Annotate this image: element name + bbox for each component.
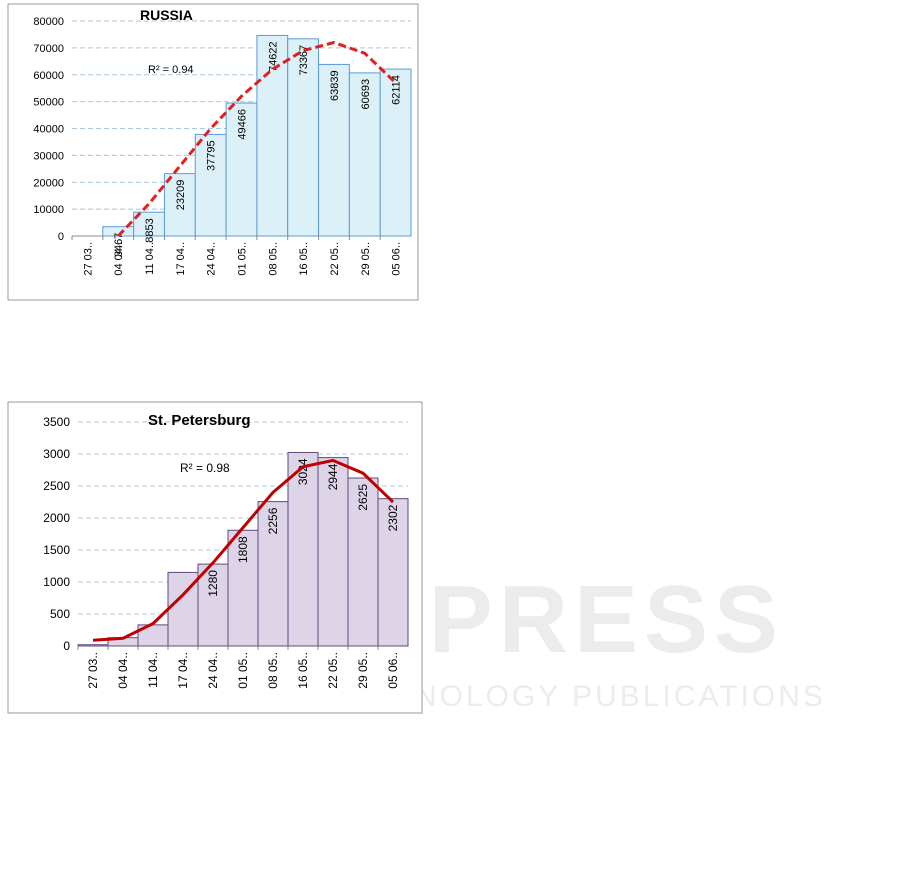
data-label: 2302	[386, 504, 400, 531]
bar	[256, 34, 289, 237]
data-label: 8853	[144, 218, 156, 242]
data-label: 1808	[236, 536, 250, 563]
y-tick-label: 60000	[33, 70, 64, 82]
data-label: 74622	[267, 41, 279, 72]
data-label: 3467	[113, 233, 125, 257]
x-tick-label: 04 04..	[113, 242, 125, 276]
data-label: 23209	[175, 180, 187, 211]
x-tick-label: 17 04..	[176, 652, 190, 689]
x-tick-label: 04 04..	[116, 652, 130, 689]
data-label: 63839	[329, 70, 341, 101]
data-label: 2625	[356, 484, 370, 511]
bar	[77, 644, 109, 647]
x-tick-label: 16 05..	[296, 652, 310, 689]
x-tick-label: 22 05..	[329, 242, 341, 276]
x-tick-label: 27 03..	[82, 242, 94, 276]
bar	[227, 529, 259, 647]
bar	[197, 563, 229, 647]
x-tick-label: 29 05..	[360, 242, 372, 276]
x-tick-label: 11 04..	[144, 242, 156, 275]
y-tick-label: 20000	[33, 177, 64, 189]
chart-title: St. Petersburg	[148, 412, 251, 429]
trend-line	[92, 458, 395, 642]
y-tick-label: 50000	[33, 97, 64, 109]
bar	[287, 38, 320, 237]
x-tick-label: 05 06..	[391, 242, 403, 276]
y-tick-label: 3000	[43, 447, 70, 461]
data-label: 37795	[206, 140, 218, 171]
x-tick-label: 24 04..	[206, 242, 218, 276]
x-tick-label: 08 05..	[266, 652, 280, 689]
y-tick-label: 500	[50, 607, 70, 621]
y-tick-label: 0	[63, 639, 70, 653]
y-tick-label: 3500	[43, 415, 70, 429]
y-tick-label: 2000	[43, 511, 70, 525]
bar	[347, 477, 379, 647]
y-tick-label: 1000	[43, 575, 70, 589]
y-tick-label: 2500	[43, 479, 70, 493]
bar	[377, 498, 409, 647]
y-tick-label: 1500	[43, 543, 70, 557]
x-tick-label: 16 05..	[298, 242, 310, 276]
x-tick-label: 24 04..	[206, 652, 220, 689]
x-tick-label: 29 05..	[356, 652, 370, 689]
x-tick-label: 08 05..	[267, 242, 279, 276]
x-tick-label: 01 05..	[237, 242, 249, 276]
x-tick-label: 05 06..	[386, 652, 400, 689]
y-tick-label: 0	[58, 231, 64, 243]
data-label: 60693	[360, 79, 372, 110]
y-tick-label: 80000	[33, 16, 64, 28]
data-label: 2256	[266, 507, 280, 534]
trend-label: R² = 0.98	[180, 461, 230, 475]
y-tick-label: 30000	[33, 150, 64, 162]
data-label: 49466	[237, 109, 249, 140]
x-tick-label: 22 05..	[326, 652, 340, 689]
data-label: 1280	[206, 570, 220, 597]
bar	[194, 133, 227, 237]
x-tick-label: 01 05..	[236, 652, 250, 689]
bar	[287, 451, 319, 647]
x-tick-label: 17 04..	[175, 242, 187, 276]
data-label: 73367	[298, 45, 310, 76]
y-tick-label: 10000	[33, 204, 64, 216]
x-tick-label: 27 03..	[86, 652, 100, 689]
trend-line	[117, 40, 397, 238]
y-tick-label: 70000	[33, 43, 64, 55]
bar	[225, 102, 258, 237]
data-label: 62114	[391, 75, 403, 105]
y-tick-label: 40000	[33, 124, 64, 136]
bar	[379, 68, 412, 237]
data-label: 2944	[326, 463, 340, 490]
bar	[257, 501, 289, 647]
x-tick-label: 11 04..	[146, 652, 160, 688]
trend-label: R² = 0.94	[148, 64, 194, 76]
chart-title: RUSSIA	[140, 7, 193, 23]
